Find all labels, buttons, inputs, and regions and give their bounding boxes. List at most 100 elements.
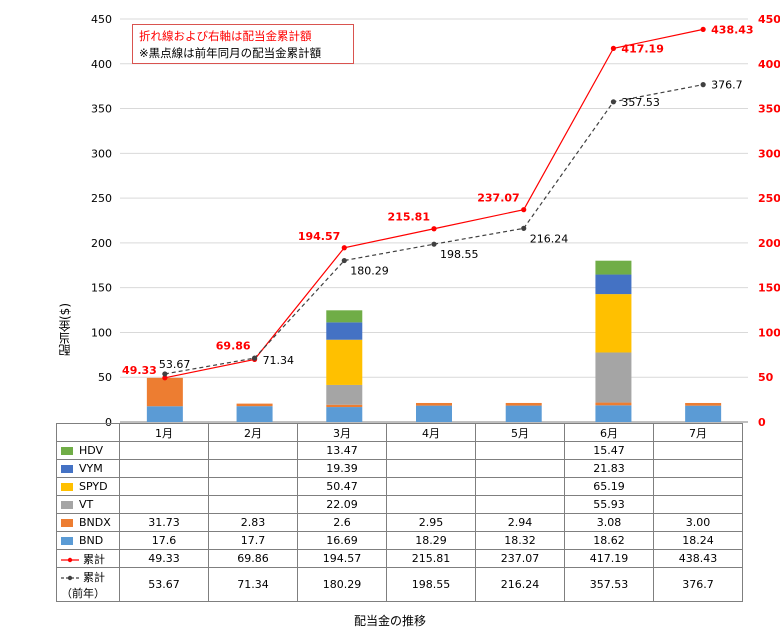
table-cell: 417.19	[564, 549, 654, 568]
legend-entry: VYM	[56, 459, 120, 478]
table-cell	[475, 477, 565, 496]
table-cell	[653, 495, 743, 514]
y-tick-label: 450	[91, 13, 112, 26]
y2-tick-label: 100	[758, 326, 780, 339]
note-box: 折れ線および右軸は配当金累計額 ※黒点線は前年同月の配当金累計額	[132, 24, 354, 64]
prev-year-point	[521, 225, 527, 231]
table-cell	[119, 459, 209, 478]
legend-swatch	[61, 519, 73, 527]
x-tick-label: 6月	[564, 423, 654, 442]
table-row: VT 22.09 55.93	[56, 495, 743, 514]
table-cell: 17.7	[208, 531, 298, 550]
x-tick-label: 4月	[386, 423, 476, 442]
table-cell	[475, 495, 565, 514]
legend-label: VYM	[79, 462, 103, 475]
table-row: 累計 49.33 69.86 194.57 215.81 237.07 417.19 438.…	[56, 549, 743, 568]
prev-year-point	[341, 257, 347, 264]
table-corner	[56, 423, 120, 442]
cumulative-point	[700, 26, 706, 32]
legend-swatch	[61, 447, 73, 455]
table-cell: 376.7	[653, 567, 743, 602]
table-cell: 2.6	[297, 513, 387, 532]
legend-entry: BNDX	[56, 513, 120, 532]
y2-tick-label: 350	[758, 103, 780, 116]
table-cell: 2.83	[208, 513, 298, 532]
legend-label: BND	[79, 534, 104, 547]
table-cell: 18.62	[564, 531, 654, 550]
table-cell: 16.69	[297, 531, 387, 550]
table-cell: 65.19	[564, 477, 654, 496]
table-cell: 2.94	[475, 513, 565, 532]
table-cell	[119, 477, 209, 496]
table-cell	[208, 441, 298, 460]
table-cell: 215.81	[386, 549, 476, 568]
legend-label: 累計（前年）	[61, 570, 105, 600]
y-tick-label: 100	[91, 326, 112, 339]
prev-year-data-label: 198.55	[440, 248, 479, 261]
table-cell: 17.6	[119, 531, 209, 550]
cumulative-point	[521, 207, 527, 213]
table-cell: 53.67	[119, 567, 209, 602]
y2-tick-label: 0	[758, 416, 766, 429]
legend-entry: 累計	[56, 549, 120, 568]
y-tick-label: 300	[91, 147, 112, 160]
y2-tick-label: 50	[758, 371, 774, 384]
cumulative-data-label: 69.86	[216, 339, 251, 352]
cumulative-data-label: 237.07	[477, 192, 519, 205]
prev-year-point	[431, 241, 437, 247]
y-tick-label: 150	[91, 282, 112, 295]
data-table: 1月 2月 3月 4月 5月 6月 7月 HDV 13.47 15.47 VYM 19.39 21.83…	[56, 423, 743, 602]
table-cell: 357.53	[564, 567, 654, 602]
prev-year-point	[251, 355, 258, 361]
y2-tick-label: 150	[758, 282, 780, 295]
x-tick-label: 5月	[475, 423, 565, 442]
table-row: BNDX 31.73 2.83 2.6 2.95 2.94 3.08 3.00	[56, 513, 743, 532]
bar-segment-bnd	[236, 406, 273, 422]
note-line-1: 折れ線および右軸は配当金累計額	[139, 29, 312, 43]
cumulative-point	[162, 375, 168, 381]
legend-label: SPYD	[79, 480, 108, 493]
bar-segment-bndx	[146, 377, 183, 407]
table-row: BND 17.6 17.7 16.69 18.29 18.32 18.62 18.24	[56, 531, 743, 550]
table-cell: 3.00	[653, 513, 743, 532]
y2-tick-label: 250	[758, 192, 780, 205]
table-cell: 31.73	[119, 513, 209, 532]
y-axis-label: 配当金($)	[58, 303, 72, 357]
table-cell: 2.95	[386, 513, 476, 532]
legend-swatch	[61, 501, 73, 509]
bar-segment-vt	[595, 352, 632, 403]
table-cell: 15.47	[564, 441, 654, 460]
legend-entry: SPYD	[56, 477, 120, 496]
table-cell: 18.32	[475, 531, 565, 550]
prev-year-point	[162, 371, 168, 377]
table-cell: 216.24	[475, 567, 565, 602]
cumulative-point	[431, 226, 437, 232]
legend-entry: BND	[56, 531, 120, 550]
cumulative-point	[341, 245, 347, 251]
table-row: 累計（前年） 53.67 71.34 180.29 198.55 216.24 357.53…	[56, 567, 743, 602]
table-cell	[208, 477, 298, 496]
table-cell: 49.33	[119, 549, 209, 568]
cumulative-data-label: 49.33	[122, 364, 157, 377]
y-tick-label: 200	[91, 237, 112, 250]
table-cell: 21.83	[564, 459, 654, 478]
bar-segment-bnd	[326, 407, 363, 422]
legend-label: HDV	[79, 444, 104, 457]
table-row: VYM 19.39 21.83	[56, 459, 743, 478]
y-tick-label: 0	[105, 416, 112, 429]
prev-year-point	[700, 82, 706, 88]
table-cell: 55.93	[564, 495, 654, 514]
table-cell: 19.39	[297, 459, 387, 478]
table-cell: 237.07	[475, 549, 565, 568]
legend-swatch	[61, 483, 73, 491]
y-tick-label: 250	[91, 192, 112, 205]
table-cell	[386, 495, 476, 514]
cumulative-point	[610, 45, 617, 51]
bar-segment-bndx	[236, 403, 273, 407]
bar-segment-vt	[326, 384, 363, 405]
table-cell: 438.43	[653, 549, 743, 568]
bar-segment-bndx	[685, 402, 722, 406]
table-cell	[119, 495, 209, 514]
table-cell: 198.55	[386, 567, 476, 602]
note-line-2: ※黒点線は前年同月の配当金累計額	[139, 46, 322, 60]
